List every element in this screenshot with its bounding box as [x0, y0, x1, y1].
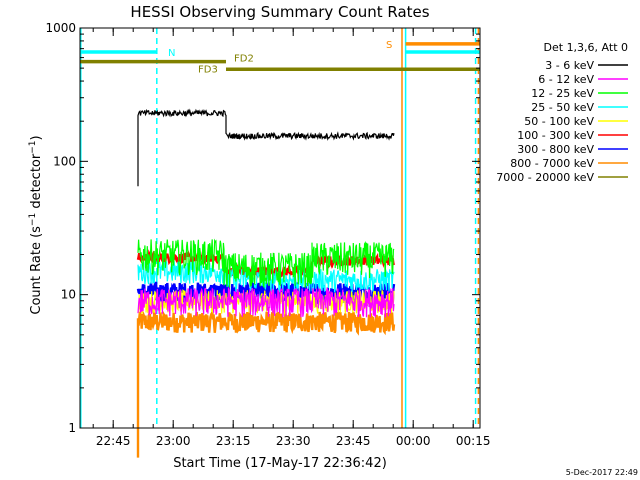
y-axis-label-text: Count Rate (s [29, 226, 44, 315]
legend-title: Det 1,3,6, Att 0 [544, 41, 628, 54]
legend-label-8: 7000 - 20000 keV [496, 171, 594, 184]
y-tick-label-3: 1000 [45, 21, 76, 35]
series-line-2 [137, 238, 395, 288]
series-line-7 [136, 309, 396, 458]
x-tick-label-6: 00:15 [456, 434, 491, 448]
legend-label-5: 100 - 300 keV [517, 129, 594, 142]
x-tick-label-1: 23:00 [156, 434, 191, 448]
y-tick-label-1: 10 [61, 288, 76, 302]
y-tick-label-2: 100 [53, 154, 76, 168]
y-tick-label-0: 1 [68, 421, 76, 435]
x-tick-label-5: 00:00 [396, 434, 431, 448]
footer-date: 5-Dec-2017 22:49 [566, 468, 638, 477]
annotation-label-0: N [168, 48, 175, 59]
legend-label-1: 6 - 12 keV [538, 73, 594, 86]
series-line-3 [137, 260, 395, 293]
plot-area: N FD2 FD3 S 1 10 100 1000 22:45 23:00 23:15 23:30 23… [45, 21, 490, 458]
annotation-label-1: FD2 [234, 54, 254, 65]
legend-label-2: 12 - 25 keV [531, 87, 594, 100]
annotation-label-2: FD3 [198, 64, 218, 75]
x-tick-label-0: 22:45 [96, 434, 131, 448]
legend-label-3: 25 - 50 keV [531, 101, 594, 114]
series-line-1 [137, 286, 395, 318]
chart-title: HESSI Observing Summary Count Rates [130, 3, 429, 21]
legend-label-6: 300 - 800 keV [517, 143, 594, 156]
x-tick-label-2: 23:15 [216, 434, 251, 448]
x-tick-label-3: 23:30 [276, 434, 311, 448]
series-line-0 [137, 108, 395, 187]
legend-label-0: 3 - 6 keV [545, 59, 594, 72]
x-axis-label: Start Time (17-May-17 22:36:42) [173, 456, 387, 471]
legend-label-4: 50 - 100 keV [524, 115, 594, 128]
legend-label-7: 800 - 7000 keV [510, 157, 594, 170]
annotation-label-3: S [386, 40, 392, 51]
x-tick-label-4: 23:45 [336, 434, 371, 448]
y-axis-label: Count Rate (s−1 detector−1) [28, 135, 44, 314]
plot-frame [79, 27, 481, 429]
